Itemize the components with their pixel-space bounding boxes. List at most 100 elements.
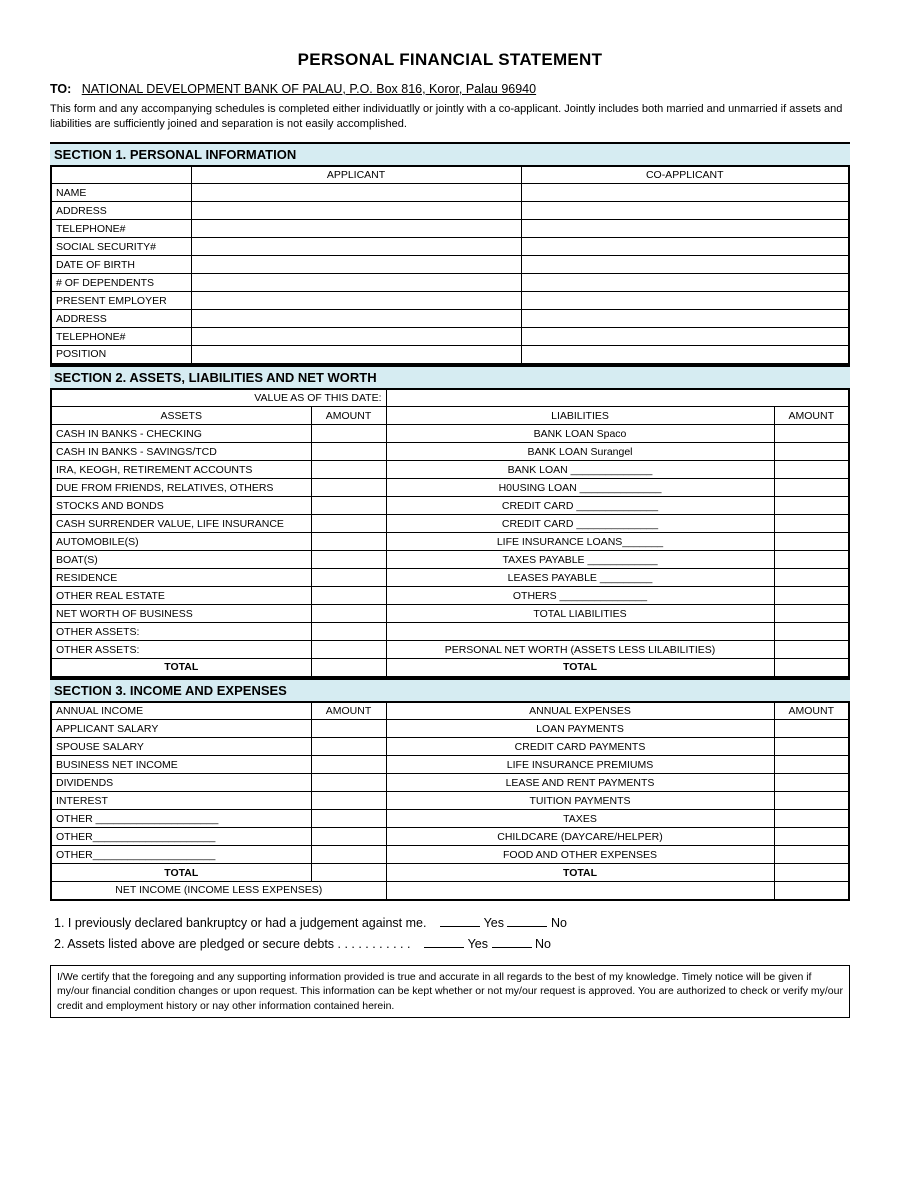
liability-amount[interactable] <box>774 443 849 461</box>
expense-label: LOAN PAYMENTS <box>386 720 774 738</box>
q2-no-blank[interactable] <box>492 938 532 948</box>
coapplicant-field[interactable] <box>521 346 849 364</box>
expense-amount[interactable] <box>774 846 849 864</box>
asset-amount[interactable] <box>311 569 386 587</box>
asset-label: NET WORTH OF BUSINESS <box>51 605 311 623</box>
applicant-field[interactable] <box>191 310 521 328</box>
liability-amount[interactable] <box>774 533 849 551</box>
asset-amount[interactable] <box>311 533 386 551</box>
section2-total-row: TOTAL TOTAL <box>51 659 849 677</box>
section1-row: # OF DEPENDENTS <box>51 274 849 292</box>
coapplicant-field[interactable] <box>521 310 849 328</box>
liability-amount[interactable] <box>774 605 849 623</box>
income-amount[interactable] <box>311 810 386 828</box>
asset-amount[interactable] <box>311 623 386 641</box>
coapplicant-field[interactable] <box>521 328 849 346</box>
expense-amount[interactable] <box>774 738 849 756</box>
coapplicant-field[interactable] <box>521 274 849 292</box>
liability-amount[interactable] <box>774 497 849 515</box>
expense-amount[interactable] <box>774 720 849 738</box>
net-income-row: NET INCOME (INCOME LESS EXPENSES) <box>51 882 849 900</box>
liability-amount[interactable] <box>774 587 849 605</box>
section1-row-label: TELEPHONE# <box>51 220 191 238</box>
q1-no-blank[interactable] <box>507 917 547 927</box>
asset-amount[interactable] <box>311 605 386 623</box>
section1-row: PRESENT EMPLOYER <box>51 292 849 310</box>
asset-amount[interactable] <box>311 515 386 533</box>
income-amount[interactable] <box>311 720 386 738</box>
income-amount[interactable] <box>311 828 386 846</box>
asset-label: OTHER ASSETS: <box>51 641 311 659</box>
liability-amount[interactable] <box>774 425 849 443</box>
asset-amount[interactable] <box>311 425 386 443</box>
liab-total-label: TOTAL <box>386 659 774 677</box>
applicant-field[interactable] <box>191 292 521 310</box>
net-income-label: NET INCOME (INCOME LESS EXPENSES) <box>51 882 386 900</box>
asset-amount[interactable] <box>311 479 386 497</box>
applicant-field[interactable] <box>191 202 521 220</box>
applicant-field[interactable] <box>191 184 521 202</box>
income-amount[interactable] <box>311 774 386 792</box>
q2-yes-blank[interactable] <box>424 938 464 948</box>
section1-row: SOCIAL SECURITY# <box>51 238 849 256</box>
asset-label: IRA, KEOGH, RETIREMENT ACCOUNTS <box>51 461 311 479</box>
asset-amount[interactable] <box>311 587 386 605</box>
assets-total-amount[interactable] <box>311 659 386 677</box>
coapplicant-header: CO-APPLICANT <box>521 166 849 184</box>
section1-row-label: # OF DEPENDENTS <box>51 274 191 292</box>
liability-amount[interactable] <box>774 515 849 533</box>
coapplicant-field[interactable] <box>521 256 849 274</box>
asset-label: RESIDENCE <box>51 569 311 587</box>
asset-amount[interactable] <box>311 443 386 461</box>
coapplicant-field[interactable] <box>521 220 849 238</box>
income-amount[interactable] <box>311 846 386 864</box>
q1-yes-blank[interactable] <box>440 917 480 927</box>
section1-row: ADDRESS <box>51 310 849 328</box>
intro-text: This form and any accompanying schedules… <box>50 102 850 132</box>
asset-label: CASH IN BANKS - SAVINGS/TCD <box>51 443 311 461</box>
liability-amount[interactable] <box>774 479 849 497</box>
applicant-field[interactable] <box>191 328 521 346</box>
coapplicant-field[interactable] <box>521 292 849 310</box>
applicant-field[interactable] <box>191 346 521 364</box>
expense-amount[interactable] <box>774 828 849 846</box>
income-amount[interactable] <box>311 738 386 756</box>
liability-label: TAXES PAYABLE ____________ <box>386 551 774 569</box>
section2-row: CASH IN BANKS - SAVINGS/TCDBANK LOAN Sur… <box>51 443 849 461</box>
liability-amount[interactable] <box>774 461 849 479</box>
section1-row: POSITION <box>51 346 849 364</box>
applicant-field[interactable] <box>191 256 521 274</box>
asset-amount[interactable] <box>311 551 386 569</box>
value-date-field[interactable] <box>386 389 849 407</box>
income-amount[interactable] <box>311 792 386 810</box>
expenses-total-amount[interactable] <box>774 864 849 882</box>
q2-text: 2. Assets listed above are pledged or se… <box>54 937 410 951</box>
liability-label: BANK LOAN ______________ <box>386 461 774 479</box>
applicant-field[interactable] <box>191 238 521 256</box>
asset-amount[interactable] <box>311 461 386 479</box>
liability-amount[interactable] <box>774 551 849 569</box>
applicant-field[interactable] <box>191 220 521 238</box>
expense-label: LEASE AND RENT PAYMENTS <box>386 774 774 792</box>
liability-amount[interactable] <box>774 569 849 587</box>
section3-row: BUSINESS NET INCOMELIFE INSURANCE PREMIU… <box>51 756 849 774</box>
liability-label: LEASES PAYABLE _________ <box>386 569 774 587</box>
liab-total-amount[interactable] <box>774 659 849 677</box>
net-income-amount[interactable] <box>774 882 849 900</box>
income-amount[interactable] <box>311 756 386 774</box>
asset-amount[interactable] <box>311 497 386 515</box>
section3-row: OTHER _____________________TAXES <box>51 810 849 828</box>
liability-amount[interactable] <box>774 623 849 641</box>
asset-amount[interactable] <box>311 641 386 659</box>
liability-amount[interactable] <box>774 641 849 659</box>
income-total-amount[interactable] <box>311 864 386 882</box>
section3-header-row: ANNUAL INCOME AMOUNT ANNUAL EXPENSES AMO… <box>51 702 849 720</box>
coapplicant-field[interactable] <box>521 238 849 256</box>
expense-amount[interactable] <box>774 792 849 810</box>
expense-amount[interactable] <box>774 756 849 774</box>
coapplicant-field[interactable] <box>521 202 849 220</box>
expense-amount[interactable] <box>774 810 849 828</box>
expense-amount[interactable] <box>774 774 849 792</box>
applicant-field[interactable] <box>191 274 521 292</box>
coapplicant-field[interactable] <box>521 184 849 202</box>
